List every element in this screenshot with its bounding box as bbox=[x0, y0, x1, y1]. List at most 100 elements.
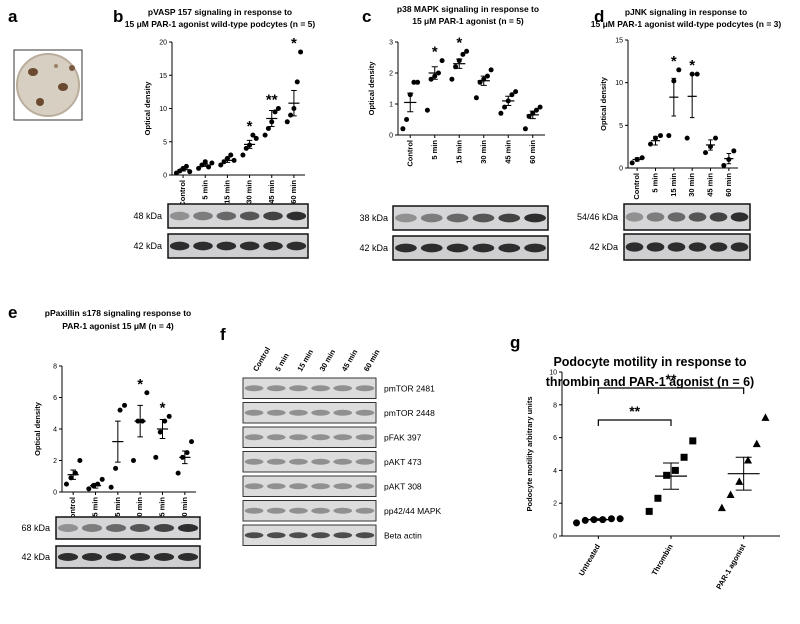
data-point bbox=[294, 79, 300, 85]
x-tick-label: 30 min bbox=[245, 180, 254, 204]
y-tick-label: 0 bbox=[553, 534, 557, 541]
panel-letter: e bbox=[8, 303, 17, 322]
blot-frame bbox=[242, 500, 377, 522]
data-point bbox=[731, 148, 737, 154]
error-bar bbox=[180, 167, 186, 172]
blot-band bbox=[646, 212, 665, 222]
blot-frame bbox=[242, 426, 377, 448]
blot-band bbox=[420, 213, 443, 223]
significance: ** bbox=[266, 92, 278, 109]
x-tick-label: Control bbox=[178, 180, 187, 207]
data-point bbox=[175, 470, 181, 476]
blot-band bbox=[355, 434, 375, 441]
blot-frame bbox=[242, 475, 377, 497]
data-point bbox=[122, 402, 128, 408]
data-point bbox=[676, 67, 682, 73]
significance: * bbox=[247, 118, 253, 135]
y-tick-label: 20 bbox=[159, 40, 167, 47]
data-point bbox=[684, 135, 690, 141]
data-point bbox=[196, 165, 202, 171]
x-tick-label: 60 min bbox=[180, 497, 189, 521]
data-point bbox=[404, 117, 410, 122]
data-point bbox=[228, 152, 234, 158]
data-point bbox=[666, 133, 672, 139]
y-tick-label: 15 bbox=[615, 38, 623, 45]
chart-title: PAR-1 agonist 15 μM (n = 4) bbox=[62, 321, 174, 331]
data-point bbox=[202, 159, 208, 165]
blot-label: pp42/44 MAPK bbox=[384, 506, 442, 516]
lane-label: 45 min bbox=[340, 348, 360, 373]
blot-band bbox=[667, 212, 686, 222]
data-point bbox=[689, 437, 697, 445]
panel-letter: a bbox=[8, 7, 18, 26]
error-bar bbox=[407, 92, 414, 113]
data-point bbox=[460, 51, 466, 57]
error-bar bbox=[735, 456, 752, 491]
data-point bbox=[581, 516, 589, 524]
comparison-label: ** bbox=[666, 371, 677, 387]
blot-band bbox=[129, 524, 151, 532]
error-bar bbox=[456, 58, 463, 69]
blot-band bbox=[498, 213, 521, 223]
x-tick-label: Control bbox=[405, 140, 414, 167]
blot-band bbox=[193, 211, 213, 221]
y-tick-label: 0 bbox=[389, 133, 393, 140]
y-tick-label: 0 bbox=[163, 173, 167, 180]
data-point bbox=[130, 458, 136, 463]
blot-band bbox=[709, 212, 728, 222]
blot-band bbox=[289, 483, 308, 490]
x-tick-label: 30 min bbox=[687, 173, 696, 197]
panel-letter: d bbox=[594, 7, 604, 26]
blot-label: pAKT 308 bbox=[384, 481, 422, 491]
blot-band bbox=[263, 241, 283, 251]
blot-band bbox=[333, 507, 353, 514]
blot-band bbox=[289, 434, 308, 441]
comparison-bracket bbox=[597, 387, 745, 394]
blot-band bbox=[216, 211, 237, 221]
data-point bbox=[473, 95, 479, 101]
panel-letter: c bbox=[362, 7, 371, 26]
blot-band bbox=[244, 458, 264, 465]
chart-title: thrombin and PAR-1 agonist (n = 6) bbox=[546, 375, 754, 389]
blot-band bbox=[105, 524, 127, 532]
blot-band bbox=[446, 213, 469, 223]
x-tick-label: 5 min bbox=[91, 497, 100, 517]
blot-band bbox=[153, 553, 175, 561]
data-point bbox=[488, 67, 494, 73]
blot-band bbox=[395, 213, 417, 223]
blot-frame bbox=[242, 377, 377, 399]
blot-band bbox=[625, 212, 644, 222]
x-tick-label: PAR-1 agonist bbox=[714, 542, 747, 591]
y-tick-label: 0 bbox=[53, 490, 57, 497]
data-point bbox=[439, 58, 445, 64]
x-tick-label: 45 min bbox=[267, 180, 276, 204]
blot-band bbox=[244, 434, 264, 441]
y-tick-label: 1 bbox=[389, 102, 393, 109]
blot-label: 68 kDa bbox=[21, 523, 50, 533]
error-bar bbox=[159, 419, 166, 439]
data-point bbox=[449, 76, 455, 82]
comparison-label: ** bbox=[629, 403, 640, 419]
blot-label: 48 kDa bbox=[133, 211, 162, 221]
data-point bbox=[187, 169, 193, 175]
blot-frame bbox=[242, 524, 377, 546]
y-axis-label: Optical density bbox=[599, 76, 608, 131]
blot-label: pFAK 397 bbox=[384, 432, 422, 442]
lane-label: Control bbox=[251, 345, 272, 373]
data-point bbox=[658, 133, 663, 139]
blot-frame bbox=[392, 205, 549, 231]
data-point bbox=[218, 162, 224, 168]
data-point bbox=[522, 126, 528, 132]
error-bar bbox=[708, 139, 713, 151]
blot-band bbox=[355, 532, 375, 539]
blot-band bbox=[446, 243, 469, 253]
blot-band bbox=[129, 553, 151, 561]
x-tick-label: 30 min bbox=[135, 497, 144, 521]
error-bar bbox=[246, 139, 253, 149]
data-point bbox=[694, 71, 700, 77]
error-bar bbox=[224, 157, 231, 163]
blot-band bbox=[730, 242, 749, 252]
blot-band bbox=[646, 242, 665, 252]
data-point bbox=[428, 76, 434, 82]
blot-band bbox=[169, 211, 190, 221]
